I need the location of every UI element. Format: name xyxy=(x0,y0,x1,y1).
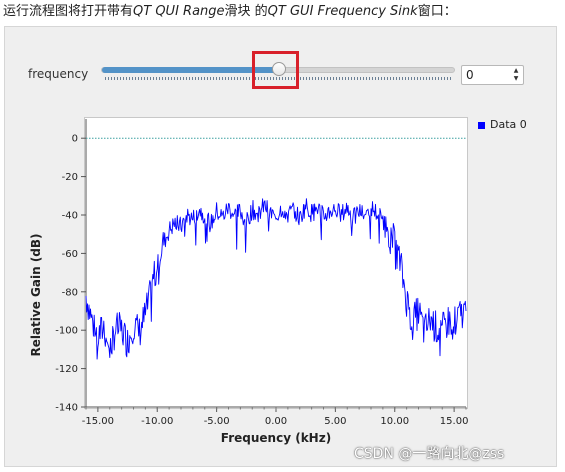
slider-fill xyxy=(102,67,279,73)
spin-down-arrow-icon[interactable]: ▼ xyxy=(513,75,519,82)
caption-range-widget-name: QT QUI Range xyxy=(133,4,225,19)
frequency-slider[interactable] xyxy=(101,62,455,76)
caption-text-3: 窗口： xyxy=(417,4,457,19)
plot-area xyxy=(84,117,468,409)
frequency-label: frequency xyxy=(28,67,89,81)
legend-swatch xyxy=(478,121,485,129)
frequency-spinbox-input[interactable] xyxy=(462,66,514,84)
slider-tick-marks xyxy=(105,77,451,80)
watermark: CSDN @一路向北@zss xyxy=(354,446,505,462)
slider-handle[interactable] xyxy=(272,62,286,76)
legend[interactable]: Data 0 xyxy=(478,118,527,131)
legend-label: Data 0 xyxy=(490,118,527,131)
caption-text-1: 运行流程图将打开带有 xyxy=(3,4,134,19)
caption-text-2: 滑块 的 xyxy=(224,4,268,19)
caption: 运行流程图将打开带有QT QUI Range滑块 的QT GUI Frequen… xyxy=(3,2,563,22)
caption-sink-name: QT GUI Frequency Sink xyxy=(267,4,418,19)
highlight-box xyxy=(252,51,299,89)
spin-up-arrow-icon[interactable]: ▲ xyxy=(513,67,519,74)
frequency-spinbox[interactable]: ▲ ▼ xyxy=(461,65,524,85)
